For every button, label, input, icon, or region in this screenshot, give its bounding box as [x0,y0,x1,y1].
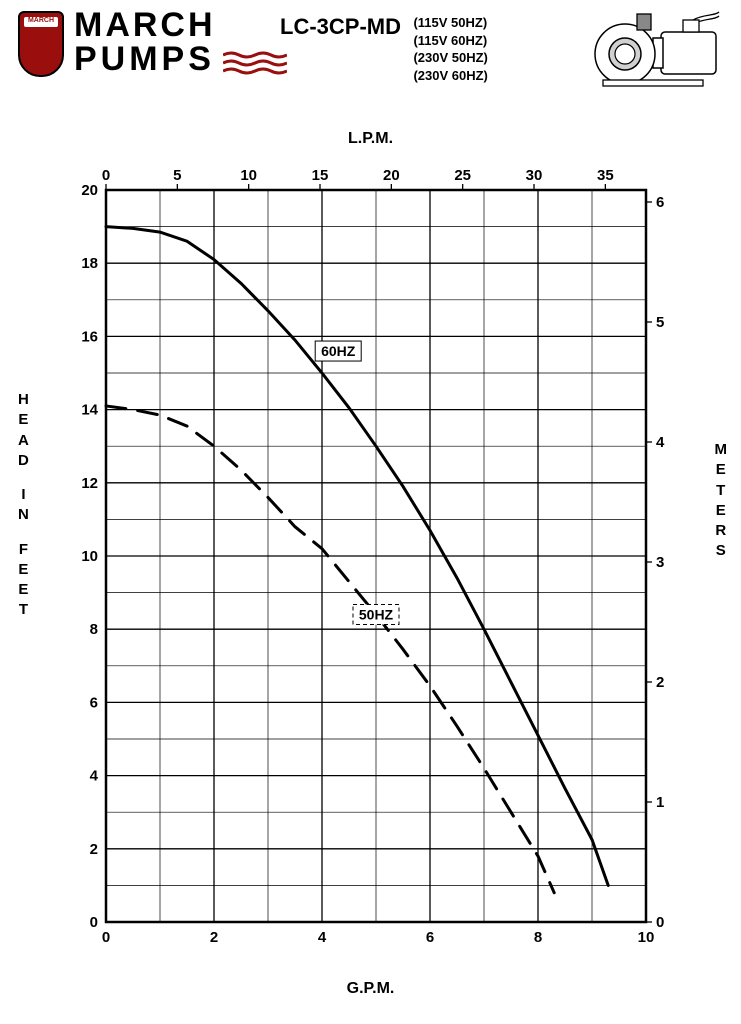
svg-text:0: 0 [656,914,664,931]
svg-text:18: 18 [81,255,98,272]
svg-text:5: 5 [173,167,181,184]
svg-text:14: 14 [81,402,98,419]
svg-text:20: 20 [383,167,400,184]
svg-text:6: 6 [426,929,434,946]
svg-text:8: 8 [534,929,542,946]
variant-item: (115V 60HZ) [413,32,487,50]
badge-text: MARCH [20,17,62,24]
variant-list: (115V 50HZ) (115V 60HZ) (230V 50HZ) (230… [413,14,487,84]
svg-text:10: 10 [81,548,98,565]
svg-text:2: 2 [90,841,98,858]
svg-text:0: 0 [102,929,110,946]
svg-text:25: 25 [454,167,471,184]
pump-illustration-icon [583,10,723,95]
svg-text:50HZ: 50HZ [359,607,394,623]
svg-text:3: 3 [656,554,664,571]
variant-item: (230V 50HZ) [413,49,487,67]
svg-text:60HZ: 60HZ [321,343,356,359]
svg-text:20: 20 [81,182,98,199]
brand-text: MARCH PUMPS [74,8,287,80]
pump-curve-chart: L.P.M. G.P.M. HEAD IN FEET METERS 0 2 4 6 8 1… [0,130,741,1000]
svg-text:6: 6 [656,194,664,211]
svg-text:0: 0 [90,914,98,931]
svg-text:6: 6 [90,694,98,711]
x-bottom-axis-label: G.P.M. [0,980,741,998]
svg-text:16: 16 [81,328,98,345]
svg-text:1: 1 [656,794,664,811]
brand-line-1: MARCH [74,8,287,42]
svg-text:15: 15 [312,167,329,184]
svg-text:4: 4 [318,929,327,946]
svg-text:2: 2 [210,929,218,946]
svg-text:10: 10 [638,929,655,946]
brand-badge-icon: MARCH [18,11,64,77]
svg-text:8: 8 [90,621,98,638]
svg-text:12: 12 [81,475,98,492]
svg-text:0: 0 [102,167,110,184]
y-left-axis-label: HEAD IN FEET [18,390,29,621]
header: MARCH MARCH PUMPS LC-3CP-MD (115V 50HZ) … [0,0,741,130]
plot-area: 0246810051015202530350246810121416182001… [70,158,680,958]
brand-logo: MARCH MARCH PUMPS [18,8,287,80]
variant-item: (115V 50HZ) [413,14,487,32]
svg-text:30: 30 [526,167,543,184]
variant-item: (230V 60HZ) [413,67,487,85]
brand-waves-icon [223,51,287,80]
svg-text:35: 35 [597,167,614,184]
svg-text:4: 4 [90,768,99,785]
svg-text:2: 2 [656,674,664,691]
svg-text:4: 4 [656,434,665,451]
svg-text:5: 5 [656,314,664,331]
y-right-axis-label: METERS [715,440,728,562]
model-title: LC-3CP-MD [280,14,401,40]
svg-text:10: 10 [240,167,257,184]
brand-line-2: PUMPS [74,40,215,78]
model-block: LC-3CP-MD (115V 50HZ) (115V 60HZ) (230V … [280,14,488,84]
x-top-axis-label: L.P.M. [0,130,741,148]
